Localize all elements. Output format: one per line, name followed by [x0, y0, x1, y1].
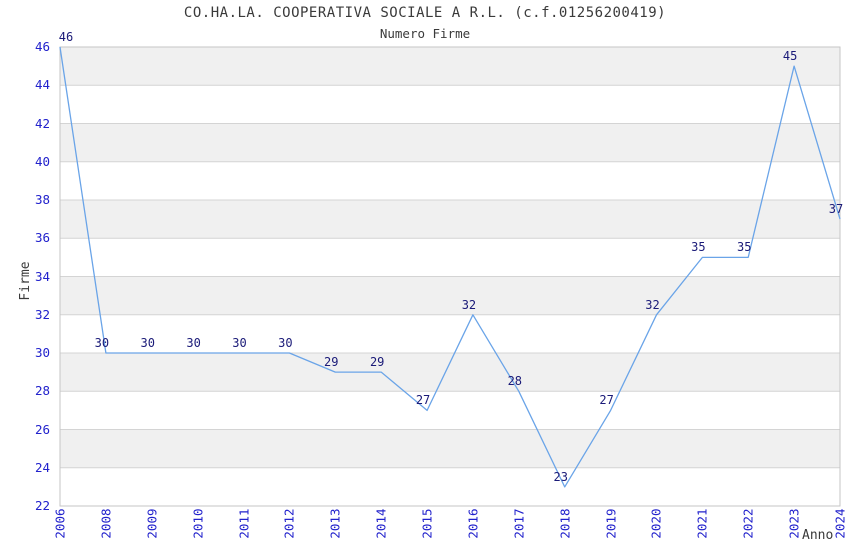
point-label: 32 [645, 297, 660, 312]
x-tick-label: 2013 [327, 508, 343, 539]
x-tick-label: 2011 [236, 508, 252, 539]
band-stripe [60, 123, 840, 162]
y-tick-label: 26 [34, 421, 50, 437]
y-tick-label: 28 [34, 383, 50, 399]
y-tick-label: 30 [34, 345, 50, 360]
point-label: 28 [507, 374, 523, 389]
band-stripe [60, 276, 840, 315]
x-tick-label: 2019 [603, 508, 619, 539]
y-tick-label: 32 [34, 306, 50, 322]
point-label: 30 [186, 336, 201, 350]
point-label: 37 [828, 202, 844, 217]
y-tick-label: 22 [34, 498, 50, 513]
point-label: 29 [369, 355, 385, 370]
point-label: 46 [58, 30, 74, 44]
x-tick-label: 2006 [52, 508, 68, 539]
x-tick-label: 2021 [694, 508, 710, 539]
chart-title: CO.HA.LA. COOPERATIVA SOCIALE A R.L. (c.… [183, 5, 667, 21]
point-label: 35 [737, 240, 752, 255]
y-tick-label: 46 [34, 39, 50, 54]
x-tick-label: 2009 [144, 508, 160, 539]
y-tick-label: 44 [34, 77, 50, 93]
point-label: 45 [782, 49, 798, 64]
point-label: 23 [553, 469, 568, 484]
y-tick-label: 24 [34, 459, 50, 475]
point-label: 27 [599, 393, 614, 408]
y-tick-label: 38 [34, 192, 50, 207]
point-label: 29 [324, 355, 339, 370]
x-tick-label: 2016 [465, 508, 481, 539]
y-tick-label: 40 [34, 153, 50, 169]
y-tick-label: 34 [34, 268, 50, 284]
point-label: 32 [461, 297, 477, 312]
band-stripe [60, 429, 840, 468]
x-axis-title: Anno [802, 528, 834, 543]
x-tick-label: 2024 [832, 508, 848, 539]
point-label: 30 [278, 336, 293, 350]
band-stripe [60, 353, 840, 392]
x-tick-label: 2010 [190, 508, 206, 539]
x-tick-label: 2023 [786, 508, 802, 539]
x-tick-label: 2018 [557, 508, 573, 539]
band-stripe [60, 47, 840, 86]
x-tick-label: 2017 [511, 508, 527, 539]
chart-subtitle: Numero Firme [379, 26, 471, 41]
point-label: 27 [415, 393, 431, 408]
data-line [59, 46, 841, 488]
x-tick-label: 2014 [373, 508, 389, 539]
x-tick-label: 2008 [98, 508, 114, 539]
x-tick-label: 2012 [281, 508, 297, 539]
x-tick-label: 2020 [648, 508, 664, 539]
x-tick-label: 2022 [740, 508, 756, 539]
point-label: 30 [232, 336, 247, 350]
plot-border [59, 46, 841, 507]
point-label: 30 [94, 336, 110, 350]
y-tick-label: 36 [34, 230, 50, 246]
x-tick-label: 2015 [419, 508, 435, 539]
y-tick-label: 42 [34, 115, 50, 131]
band-stripe [60, 200, 840, 239]
point-label: 35 [691, 240, 706, 255]
point-label: 30 [140, 336, 155, 350]
